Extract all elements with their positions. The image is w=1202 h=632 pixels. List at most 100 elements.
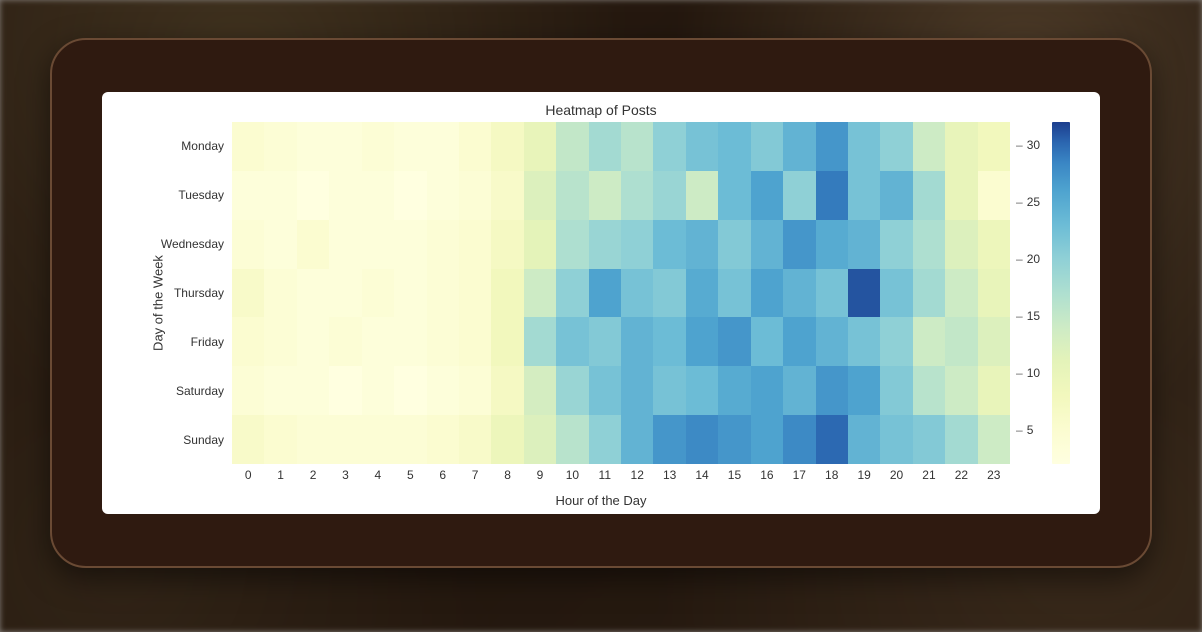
y-tick-label: Saturday <box>104 384 224 398</box>
heatmap-cell <box>978 171 1010 220</box>
heatmap-cell <box>297 171 329 220</box>
heatmap-cell <box>264 122 296 171</box>
heatmap-cell <box>459 366 491 415</box>
heatmap-row <box>232 171 1010 220</box>
x-tick-label: 11 <box>599 468 611 482</box>
heatmap-cell <box>491 317 523 366</box>
heatmap-cell <box>653 366 685 415</box>
heatmap-cell <box>816 220 848 269</box>
colorbar-tick-label: 10 <box>1016 366 1040 380</box>
heatmap-cell <box>264 220 296 269</box>
heatmap-cell <box>297 366 329 415</box>
y-tick-label: Sunday <box>104 433 224 447</box>
heatmap-cell <box>524 366 556 415</box>
colorbar <box>1052 122 1070 464</box>
heatmap-cell <box>556 366 588 415</box>
heatmap-cell <box>978 122 1010 171</box>
heatmap-cell <box>751 122 783 171</box>
heatmap-cell <box>556 220 588 269</box>
heatmap-cell <box>394 317 426 366</box>
heatmap-cell <box>459 171 491 220</box>
heatmap-cell <box>232 317 264 366</box>
heatmap-cell <box>491 171 523 220</box>
heatmap-cell <box>362 171 394 220</box>
heatmap-cell <box>232 269 264 318</box>
heatmap-cell <box>621 122 653 171</box>
heatmap-cell <box>653 317 685 366</box>
heatmap-cell <box>978 317 1010 366</box>
heatmap-cell <box>816 415 848 464</box>
heatmap-cell <box>589 317 621 366</box>
heatmap-cell <box>718 415 750 464</box>
heatmap-cell <box>491 269 523 318</box>
heatmap-cell <box>751 269 783 318</box>
heatmap-cell <box>978 220 1010 269</box>
heatmap-cell <box>945 366 977 415</box>
heatmap-cell <box>686 171 718 220</box>
heatmap-cell <box>816 366 848 415</box>
heatmap-cell <box>491 415 523 464</box>
heatmap-cell <box>556 317 588 366</box>
heatmap-cell <box>491 122 523 171</box>
heatmap-cell <box>394 366 426 415</box>
x-tick-label: 6 <box>439 468 446 482</box>
heatmap-cell <box>783 317 815 366</box>
heatmap-cell <box>621 317 653 366</box>
heatmap-cell <box>751 415 783 464</box>
heatmap-cell <box>978 366 1010 415</box>
heatmap-cell <box>945 122 977 171</box>
chart-y-ticks: MondayTuesdayWednesdayThursdayFridaySatu… <box>102 122 230 464</box>
colorbar-tick-label: 20 <box>1016 252 1040 266</box>
heatmap-cell <box>362 317 394 366</box>
heatmap-cell <box>621 171 653 220</box>
heatmap-cell <box>978 269 1010 318</box>
heatmap-cell <box>848 366 880 415</box>
heatmap-cell <box>232 415 264 464</box>
heatmap-cell <box>459 122 491 171</box>
heatmap-cell <box>232 366 264 415</box>
heatmap-cell <box>329 317 361 366</box>
x-tick-label: 19 <box>857 468 870 482</box>
heatmap-cell <box>297 415 329 464</box>
heatmap-row <box>232 269 1010 318</box>
heatmap-cell <box>264 366 296 415</box>
heatmap-cell <box>686 366 718 415</box>
heatmap-cell <box>264 171 296 220</box>
heatmap-cell <box>913 122 945 171</box>
heatmap-row <box>232 415 1010 464</box>
heatmap-cell <box>686 317 718 366</box>
heatmap-cell <box>556 171 588 220</box>
heatmap-cell <box>427 366 459 415</box>
heatmap-cell <box>783 171 815 220</box>
heatmap-cell <box>621 415 653 464</box>
heatmap-cell <box>427 122 459 171</box>
heatmap-cell <box>491 220 523 269</box>
colorbar-tick-label: 15 <box>1016 309 1040 323</box>
colorbar-tick-label: 25 <box>1016 195 1040 209</box>
heatmap-row <box>232 122 1010 171</box>
heatmap-cell <box>848 171 880 220</box>
heatmap-cell <box>751 366 783 415</box>
heatmap-cell <box>751 171 783 220</box>
x-tick-label: 5 <box>407 468 414 482</box>
heatmap-cell <box>362 366 394 415</box>
heatmap-cell <box>394 171 426 220</box>
x-tick-label: 10 <box>566 468 579 482</box>
heatmap-cell <box>297 220 329 269</box>
colorbar-ticks: 51015202530 <box>1016 122 1050 464</box>
heatmap-cell <box>751 317 783 366</box>
chart-x-ticks: 01234567891011121314151617181920212223 <box>232 468 1010 488</box>
y-tick-label: Tuesday <box>104 188 224 202</box>
heatmap-cell <box>945 415 977 464</box>
heatmap-cell <box>978 415 1010 464</box>
heatmap-cell <box>459 220 491 269</box>
heatmap-cell <box>362 220 394 269</box>
heatmap-cell <box>913 171 945 220</box>
heatmap-cell <box>589 415 621 464</box>
heatmap-cell <box>427 415 459 464</box>
heatmap-cell <box>394 220 426 269</box>
x-tick-label: 15 <box>728 468 741 482</box>
heatmap-grid <box>232 122 1010 464</box>
heatmap-cell <box>329 122 361 171</box>
heatmap-cell <box>362 415 394 464</box>
